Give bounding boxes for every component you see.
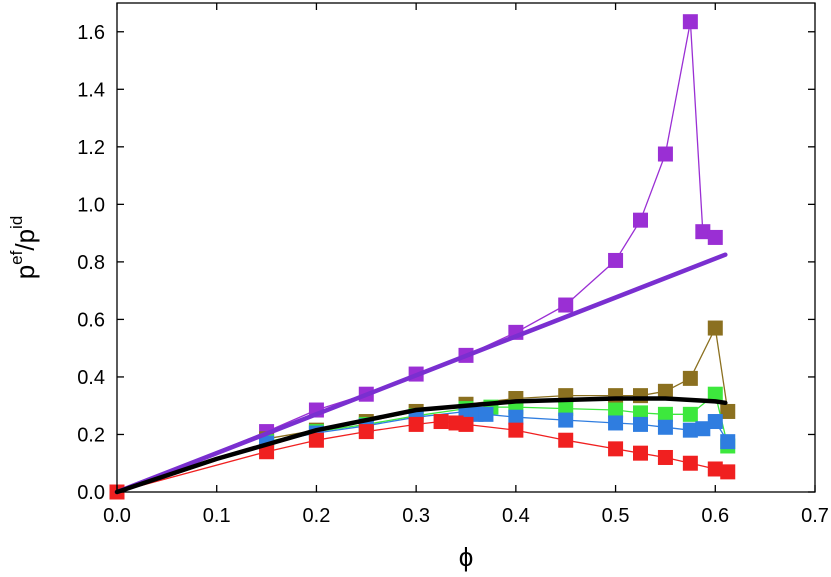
series-5 xyxy=(114,252,728,495)
data-point xyxy=(308,432,324,448)
data-point xyxy=(633,212,648,228)
y-axis-label: pef/pid xyxy=(7,216,40,280)
data-point xyxy=(458,416,474,432)
plot-frame xyxy=(116,2,816,493)
data-point xyxy=(720,403,736,419)
y-tick-label: 1.0 xyxy=(77,194,105,216)
data-point xyxy=(633,416,648,432)
data-point xyxy=(508,422,524,438)
data-point xyxy=(558,432,574,448)
data-point xyxy=(707,386,723,402)
x-tick-label: 0.6 xyxy=(701,505,729,527)
x-tick-label: 0.1 xyxy=(203,505,231,527)
x-tick-label: 0.3 xyxy=(402,505,430,527)
y-tick-label: 0.4 xyxy=(77,367,105,389)
data-point xyxy=(433,414,449,430)
data-point xyxy=(707,320,723,336)
fit-line xyxy=(114,252,728,495)
y-tick-label: 1.6 xyxy=(77,22,105,44)
data-point xyxy=(695,421,711,437)
data-point xyxy=(608,402,624,418)
y-axis-label-sup2: id xyxy=(7,216,26,229)
series-line xyxy=(116,420,729,493)
series-line xyxy=(116,21,716,493)
data-point xyxy=(695,224,711,240)
y-tick-label: 0.2 xyxy=(77,424,105,446)
data-point xyxy=(259,444,275,460)
axes-layer: 0.0 0.1 0.2 0.3 0.4 0.5 0.6 0.7 0.0 0.2 0.4 0.6 0.8 1… xyxy=(77,3,829,527)
x-tick-label: 0.7 xyxy=(801,505,829,527)
data-point xyxy=(633,405,648,421)
data-point xyxy=(657,383,673,399)
data-point xyxy=(508,409,524,425)
fit-line xyxy=(114,396,728,495)
x-tick-label: 0.0 xyxy=(103,505,131,527)
data-point xyxy=(558,401,574,417)
series-6 xyxy=(114,396,728,495)
data-point xyxy=(682,422,698,438)
x-axis-label: ϕ xyxy=(459,542,474,572)
x-tick-label: 0.2 xyxy=(303,505,331,527)
data-point xyxy=(358,424,374,440)
x-tick-label: 0.4 xyxy=(502,505,530,527)
y-axis-label-slash: /p xyxy=(10,229,40,251)
y-tick-label: 0.8 xyxy=(77,252,105,274)
data-point xyxy=(633,388,648,404)
data-point xyxy=(720,434,736,450)
data-point xyxy=(558,412,574,428)
y-axis-label-base: p xyxy=(10,265,40,279)
data-point xyxy=(682,455,698,471)
data-point xyxy=(720,464,736,480)
x-tick-label: 0.5 xyxy=(602,505,630,527)
data-point xyxy=(682,370,698,386)
y-axis-label-sup1: ef xyxy=(7,250,26,264)
data-point xyxy=(682,406,698,422)
series-layer xyxy=(109,14,736,500)
y-tick-label: 1.2 xyxy=(77,137,105,159)
data-point xyxy=(657,406,673,422)
data-point xyxy=(657,146,673,162)
series-4 xyxy=(109,414,736,500)
data-point xyxy=(558,297,574,313)
data-point xyxy=(608,441,624,457)
data-point xyxy=(608,415,624,431)
y-tick-label: 1.4 xyxy=(77,79,105,101)
data-point xyxy=(633,445,648,461)
y-tick-label: 0.0 xyxy=(77,482,105,504)
data-point xyxy=(682,14,698,30)
data-point xyxy=(707,461,723,477)
data-point xyxy=(657,449,673,465)
data-point xyxy=(408,416,424,432)
y-tick-label: 0.6 xyxy=(77,309,105,331)
data-point xyxy=(707,229,723,245)
data-point xyxy=(608,252,624,268)
data-point xyxy=(478,406,494,422)
data-point xyxy=(707,414,723,430)
data-point xyxy=(657,419,673,435)
